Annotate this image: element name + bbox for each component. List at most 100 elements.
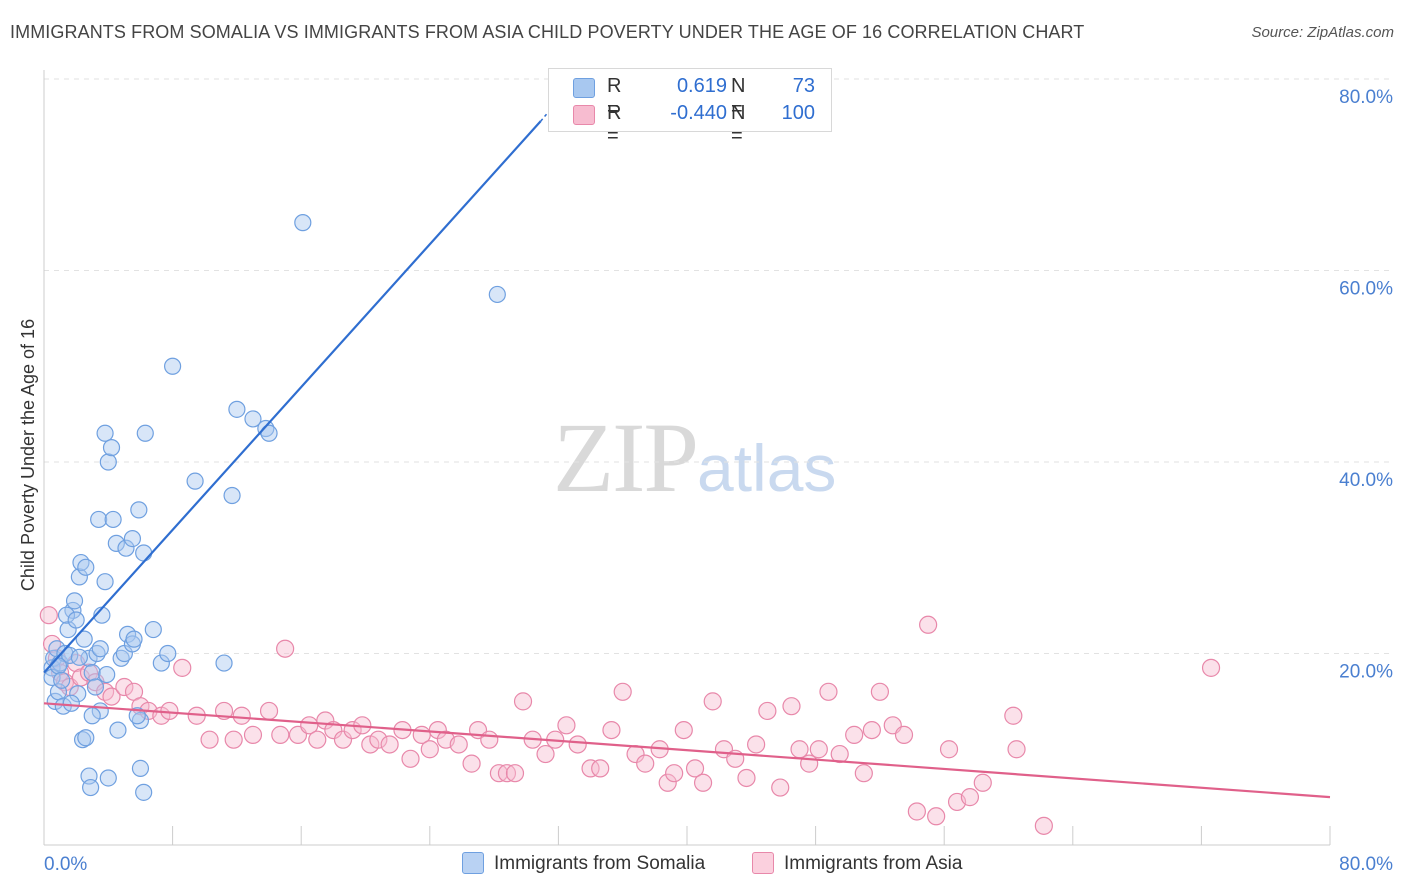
asia-point — [462, 754, 481, 773]
asia-point — [39, 606, 58, 625]
asia-point — [790, 740, 809, 759]
chart-title: IMMIGRANTS FROM SOMALIA VS IMMIGRANTS FR… — [10, 22, 1085, 42]
asia-point — [173, 658, 192, 677]
somalia-point — [98, 665, 116, 684]
somalia-point — [488, 285, 506, 304]
somalia-point — [135, 783, 153, 801]
asia-point — [927, 807, 946, 826]
legend-n-label: N = — [731, 102, 746, 147]
somalia-point — [90, 510, 108, 529]
asia-point — [324, 720, 343, 740]
somalia-point — [144, 620, 162, 639]
asia-point — [862, 720, 881, 740]
legend-n-value: 100 — [781, 102, 815, 124]
watermark: ZIPatlas — [553, 400, 836, 515]
somalia-point — [152, 654, 170, 672]
asia-point — [591, 759, 610, 778]
somalia-point — [228, 400, 246, 418]
asia-point — [1201, 658, 1221, 677]
somalia-point — [244, 410, 262, 428]
somalia-point — [186, 472, 204, 490]
somalia-point — [112, 649, 130, 667]
somalia-point — [70, 568, 88, 586]
somalia-point — [67, 611, 85, 629]
asia-point — [557, 716, 576, 735]
somalia-point — [83, 664, 101, 682]
asia-point — [259, 701, 279, 721]
asia-point — [894, 725, 914, 744]
asia-point — [737, 768, 756, 788]
asia-point — [420, 740, 439, 759]
asia-point — [919, 615, 938, 634]
legend-swatch-asia — [573, 105, 595, 125]
somalia-point — [131, 759, 150, 778]
somalia-point — [53, 671, 71, 689]
somalia-point — [135, 544, 153, 562]
somalia-point — [159, 644, 177, 663]
asia-point — [232, 706, 251, 725]
asia-point — [42, 634, 62, 654]
asia-point — [674, 720, 693, 740]
asia-point — [685, 759, 705, 778]
asia-point — [115, 677, 134, 697]
y-tick-label: 20.0% — [1339, 662, 1393, 683]
somalia-point — [125, 630, 143, 648]
somalia-point — [82, 778, 100, 797]
legend-swatch-somalia — [573, 78, 595, 98]
asia-trend-line — [43, 702, 1331, 799]
asia-point — [581, 759, 600, 778]
somalia-point — [57, 606, 76, 624]
correlation-legend: R = 0.619 N = 73 R = -0.440 N = 100 — [548, 68, 832, 147]
asia-point — [693, 773, 713, 792]
asia-point — [1004, 706, 1023, 725]
asia-point — [1007, 740, 1026, 759]
somalia-trend-line — [43, 120, 542, 674]
asia-point — [758, 701, 777, 721]
somalia-point — [123, 529, 142, 548]
series-swatch-asia — [752, 852, 774, 874]
somalia-point — [99, 453, 117, 471]
asia-point — [513, 692, 533, 711]
asia-point — [907, 802, 926, 821]
somalia-point — [117, 539, 135, 557]
y-tick-label: 60.0% — [1339, 279, 1393, 300]
asia-point — [224, 730, 243, 749]
legend-r-value: 0.619 — [676, 75, 727, 97]
somalia-point — [109, 721, 127, 739]
legend-r-label: R = — [607, 102, 622, 147]
somalia-point — [65, 592, 84, 610]
asia-point — [380, 735, 399, 754]
asia-point — [870, 682, 890, 701]
asia-point — [854, 764, 873, 783]
somalia-point — [136, 424, 154, 442]
asia-point — [809, 740, 828, 759]
asia-point — [276, 639, 295, 658]
somalia-point — [86, 678, 105, 696]
asia-point — [602, 720, 621, 740]
asia-point — [747, 735, 766, 754]
series-label-asia: Immigrants from Asia — [784, 853, 963, 874]
asia-point — [665, 764, 684, 783]
x-tick-label-max: 80.0% — [1339, 854, 1393, 875]
x-ticks — [172, 826, 1331, 845]
asia-point — [845, 725, 864, 744]
somalia-point — [130, 501, 148, 519]
somalia-point — [294, 214, 312, 232]
somalia-point — [128, 707, 146, 725]
asia-point — [1034, 816, 1053, 835]
asia-point — [960, 788, 980, 807]
source-label: Source: ZipAtlas.com — [1251, 24, 1394, 41]
somalia-point — [215, 654, 233, 672]
asia-point — [480, 730, 499, 749]
somalia-point — [88, 644, 106, 663]
asia-point — [308, 730, 327, 749]
legend-n-value: 73 — [792, 75, 815, 97]
asia-points — [39, 606, 1221, 835]
somalia-point — [72, 553, 90, 572]
asia-point — [102, 687, 121, 706]
asia-point — [658, 773, 677, 792]
watermark-zip: ZIP — [553, 402, 699, 513]
somalia-point — [96, 424, 114, 442]
grid-lines — [44, 78, 1392, 654]
